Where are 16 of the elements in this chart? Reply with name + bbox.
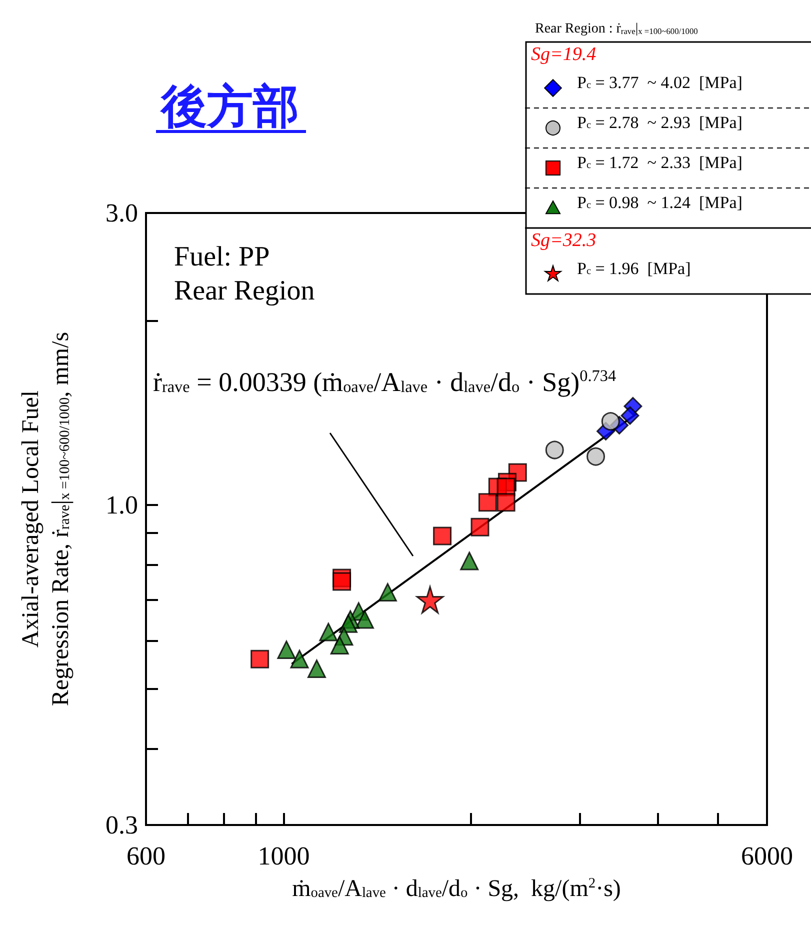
y-tick-label: 3.0 (106, 198, 138, 228)
x-tick-label: 6000 (741, 842, 793, 870)
x-tick-label: 1000 (258, 842, 310, 870)
y-tick-label: 0.3 (106, 810, 138, 840)
legend-label: Pc = 1.96 [MPa] (577, 259, 691, 278)
legend-label: Pc = 3.77 ~ 4.02 [MPa] (577, 73, 742, 92)
legend-title: Rear Region : ṙrave|x =100~600/1000 (535, 22, 698, 36)
legend-label: Pc = 2.78 ~ 2.93 [MPa] (577, 113, 742, 132)
text: Sg=19.4 (531, 44, 597, 65)
annotation: Fuel: PP Rear Region (174, 242, 315, 306)
annotation: Sg=32.3 (531, 230, 596, 251)
y-tick-label: 1.0 (106, 490, 138, 520)
legend-label: Pc = 1.72 ~ 2.33 [MPa] (577, 153, 742, 172)
legend-label: Pc = 0.98 ~ 1.24 [MPa] (577, 193, 742, 212)
chart-title: 後方部 (159, 79, 299, 133)
x-tick-label: 600 (126, 842, 166, 870)
